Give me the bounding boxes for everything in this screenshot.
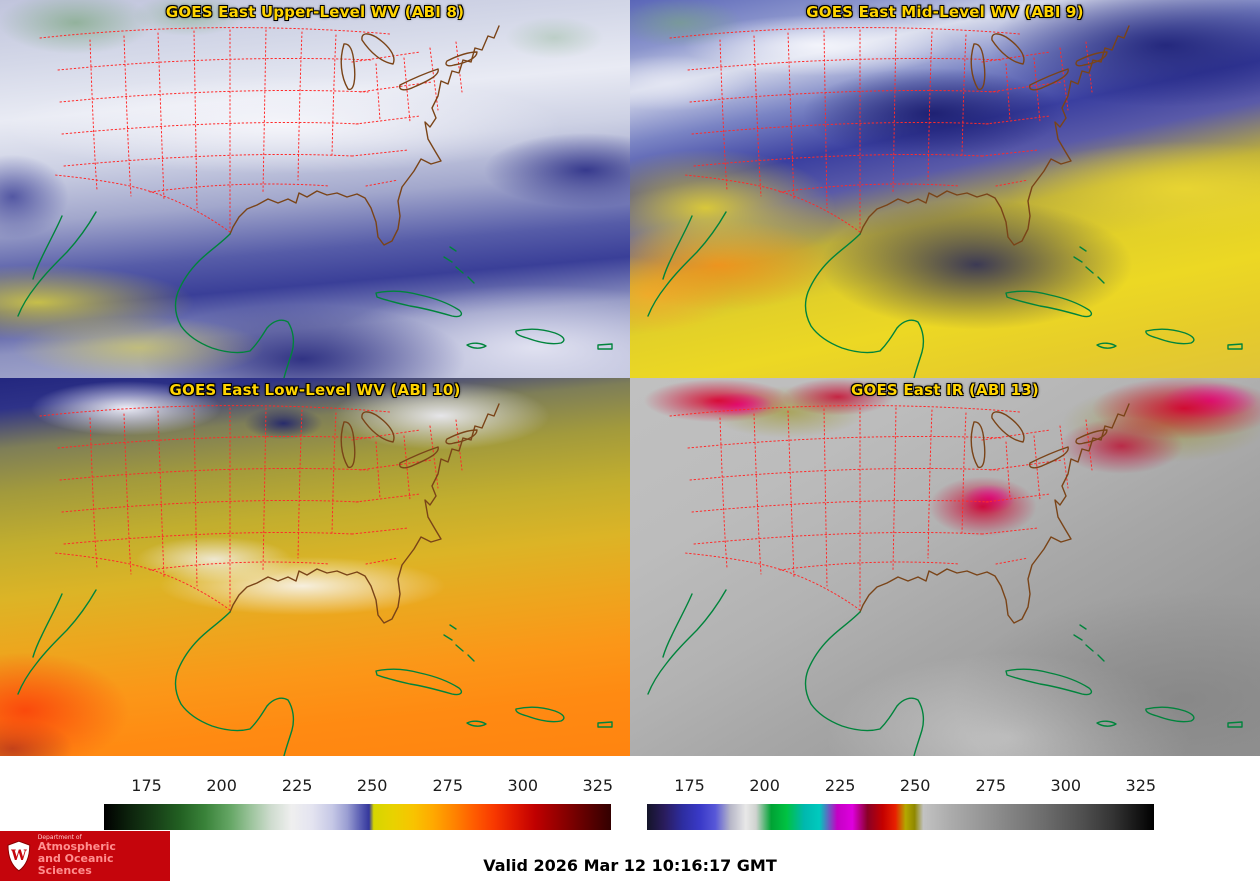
ir-colorbar-ticks: 175 200 225 250 275 300 325 bbox=[647, 776, 1157, 800]
panel-grid: GOES East Upper-Level WV (ABI 8) GOES Ea… bbox=[0, 0, 1260, 756]
logo-line2: and Oceanic Sciences bbox=[37, 852, 114, 878]
logo-text: Department of Atmospheric and Oceanic Sc… bbox=[37, 833, 170, 878]
wv-colorbar-ticks: 175 200 225 250 275 300 325 bbox=[104, 776, 614, 800]
panel-title-upper-wv: GOES East Upper-Level WV (ABI 8) bbox=[165, 3, 465, 21]
map-overlay bbox=[647, 403, 1243, 756]
colorbar-tick: 250 bbox=[356, 776, 388, 795]
uw-aos-logo: W Department of Atmospheric and Oceanic … bbox=[0, 831, 170, 881]
colorbar-tick: 275 bbox=[432, 776, 464, 795]
panel-low-level-wv: GOES East Low-Level WV (ABI 10) bbox=[0, 378, 630, 756]
valid-time: Valid 2026 Mar 12 10:16:17 GMT bbox=[483, 856, 777, 875]
panel-title-low-wv: GOES East Low-Level WV (ABI 10) bbox=[169, 381, 461, 399]
panel-ir: GOES East IR (ABI 13) bbox=[630, 378, 1260, 756]
colorbar-tick: 200 bbox=[749, 776, 780, 795]
wv-colorbar: 175 200 225 250 275 300 325 bbox=[104, 776, 614, 830]
wv-colorbar-gradient bbox=[104, 804, 611, 830]
colorbar-tick: 225 bbox=[824, 776, 856, 795]
colorbar-tick: 250 bbox=[899, 776, 931, 795]
colorbar-tick: 300 bbox=[507, 776, 539, 795]
map-overlay bbox=[647, 25, 1243, 378]
ir-colorbar: 175 200 225 250 275 300 325 bbox=[647, 776, 1157, 830]
footer: 175 200 225 250 275 300 325 175 200 225 … bbox=[0, 756, 1260, 881]
panel-title-mid-wv: GOES East Mid-Level WV (ABI 9) bbox=[806, 3, 1084, 21]
uw-crest-icon: W bbox=[7, 840, 31, 872]
panel-title-ir: GOES East IR (ABI 13) bbox=[850, 381, 1039, 399]
colorbar-tick: 300 bbox=[1050, 776, 1082, 795]
ir-colorbar-gradient bbox=[647, 804, 1154, 830]
colorbar-tick: 325 bbox=[582, 776, 614, 795]
colorbar-tick: 275 bbox=[975, 776, 1007, 795]
logo-department: Department of bbox=[37, 833, 82, 841]
crest-letter: W bbox=[10, 848, 27, 864]
map-overlay bbox=[17, 403, 613, 756]
colorbar-tick: 175 bbox=[674, 776, 705, 795]
logo-line1: Atmospheric bbox=[37, 840, 116, 854]
colorbar-tick: 175 bbox=[131, 776, 162, 795]
colorbar-tick: 200 bbox=[206, 776, 237, 795]
panel-mid-level-wv: GOES East Mid-Level WV (ABI 9) bbox=[630, 0, 1260, 378]
map-overlay bbox=[17, 25, 613, 378]
panel-upper-level-wv: GOES East Upper-Level WV (ABI 8) bbox=[0, 0, 630, 378]
colorbar-tick: 325 bbox=[1125, 776, 1157, 795]
colorbar-tick: 225 bbox=[281, 776, 313, 795]
